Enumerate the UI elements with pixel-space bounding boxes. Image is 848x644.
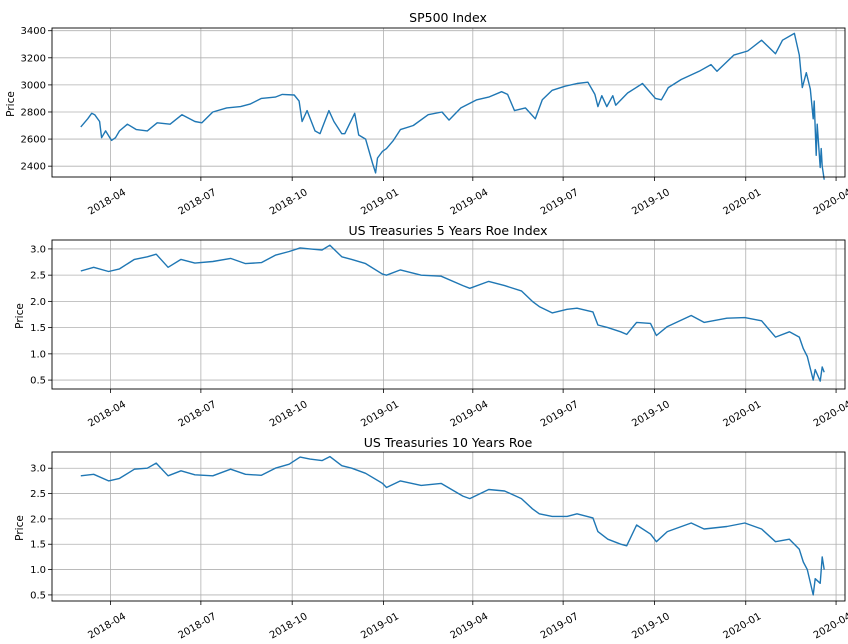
series-line [80, 32, 825, 180]
y-tick-label: 2600 [21, 135, 46, 146]
y-axis-label: Price [14, 515, 26, 541]
y-tick-label: 2.5 [30, 489, 46, 500]
plot-area: 2018-04 2018-07 2018-10 2019-01 2019-04 2019-… [30, 451, 848, 641]
x-tick-label: 2018-07 [177, 399, 219, 429]
y-tick-label: 0.5 [30, 590, 46, 601]
x-tick-label: 2019-07 [539, 611, 581, 641]
y-axis-label: Price [14, 303, 26, 329]
subplot-sp500: SP500 Index Price 2018-04 2018-07 2018-10 2… [5, 10, 848, 217]
x-tick-label: 2018-04 [86, 399, 128, 429]
y-tick-label: 1.0 [30, 349, 46, 360]
y-axis-label: Price [5, 91, 17, 117]
x-tick-label: 2020-04 [812, 187, 848, 217]
x-tick-label: 2020-04 [812, 399, 848, 429]
y-tick-label: 2.5 [30, 271, 46, 282]
x-tick-label: 2018-10 [268, 399, 310, 429]
axes-frame [51, 239, 846, 390]
chart-title: SP500 Index [409, 10, 487, 25]
x-tick-label: 2019-07 [539, 187, 581, 217]
y-tick-label: 1.0 [30, 565, 46, 576]
x-tick-label: 2019-10 [630, 187, 672, 217]
x-tick-label: 2019-04 [449, 187, 491, 217]
x-tick-label: 2019-04 [449, 399, 491, 429]
y-tick-label: 0.5 [30, 376, 46, 387]
y-tick-label: 2.0 [30, 297, 46, 308]
x-tick-label: 2019-07 [539, 399, 581, 429]
y-tick-label: 1.5 [30, 540, 46, 551]
subplot-treasuries-10y: US Treasuries 10 Years Roe Price 2018-04… [14, 435, 848, 641]
x-tick-label: 2019-10 [630, 399, 672, 429]
x-tick-label: 2020-01 [722, 399, 764, 429]
x-tick-label: 2019-10 [630, 611, 672, 641]
y-tick-label: 2800 [21, 107, 46, 118]
y-tick-label: 1.5 [30, 323, 46, 334]
axes-frame [51, 27, 846, 178]
y-tick-label: 2400 [21, 162, 46, 173]
x-tick-label: 2020-04 [812, 611, 848, 641]
x-tick-label: 2019-01 [359, 399, 401, 429]
x-tick-label: 2020-01 [722, 187, 764, 217]
plot-area: 2018-04 2018-07 2018-10 2019-01 2019-04 2019-… [30, 239, 848, 429]
x-tick-label: 2018-04 [86, 611, 128, 641]
x-tick-label: 2018-10 [268, 611, 310, 641]
subplot-treasuries-5y: US Treasuries 5 Years Roe Index Price 20… [14, 223, 848, 429]
axes-frame [51, 451, 846, 602]
y-tick-label: 3400 [21, 26, 46, 37]
series-line [80, 244, 825, 382]
chart-title: US Treasuries 10 Years Roe [364, 435, 533, 450]
x-tick-label: 2019-01 [359, 611, 401, 641]
x-tick-label: 2018-04 [86, 187, 128, 217]
x-tick-label: 2019-04 [449, 611, 491, 641]
y-tick-label: 3000 [21, 80, 46, 91]
x-tick-label: 2019-01 [359, 187, 401, 217]
plot-area: 2018-04 2018-07 2018-10 2019-01 2019-04 2019-… [21, 26, 848, 217]
chart-title: US Treasuries 5 Years Roe Index [348, 223, 547, 238]
y-tick-label: 3.0 [30, 464, 46, 475]
x-tick-label: 2020-01 [722, 611, 764, 641]
y-tick-label: 3200 [21, 53, 46, 64]
x-tick-label: 2018-10 [268, 187, 310, 217]
y-tick-label: 2.0 [30, 514, 46, 525]
series-line [80, 455, 825, 596]
x-tick-label: 2018-07 [177, 187, 219, 217]
x-tick-label: 2018-07 [177, 611, 219, 641]
y-tick-label: 3.0 [30, 244, 46, 255]
